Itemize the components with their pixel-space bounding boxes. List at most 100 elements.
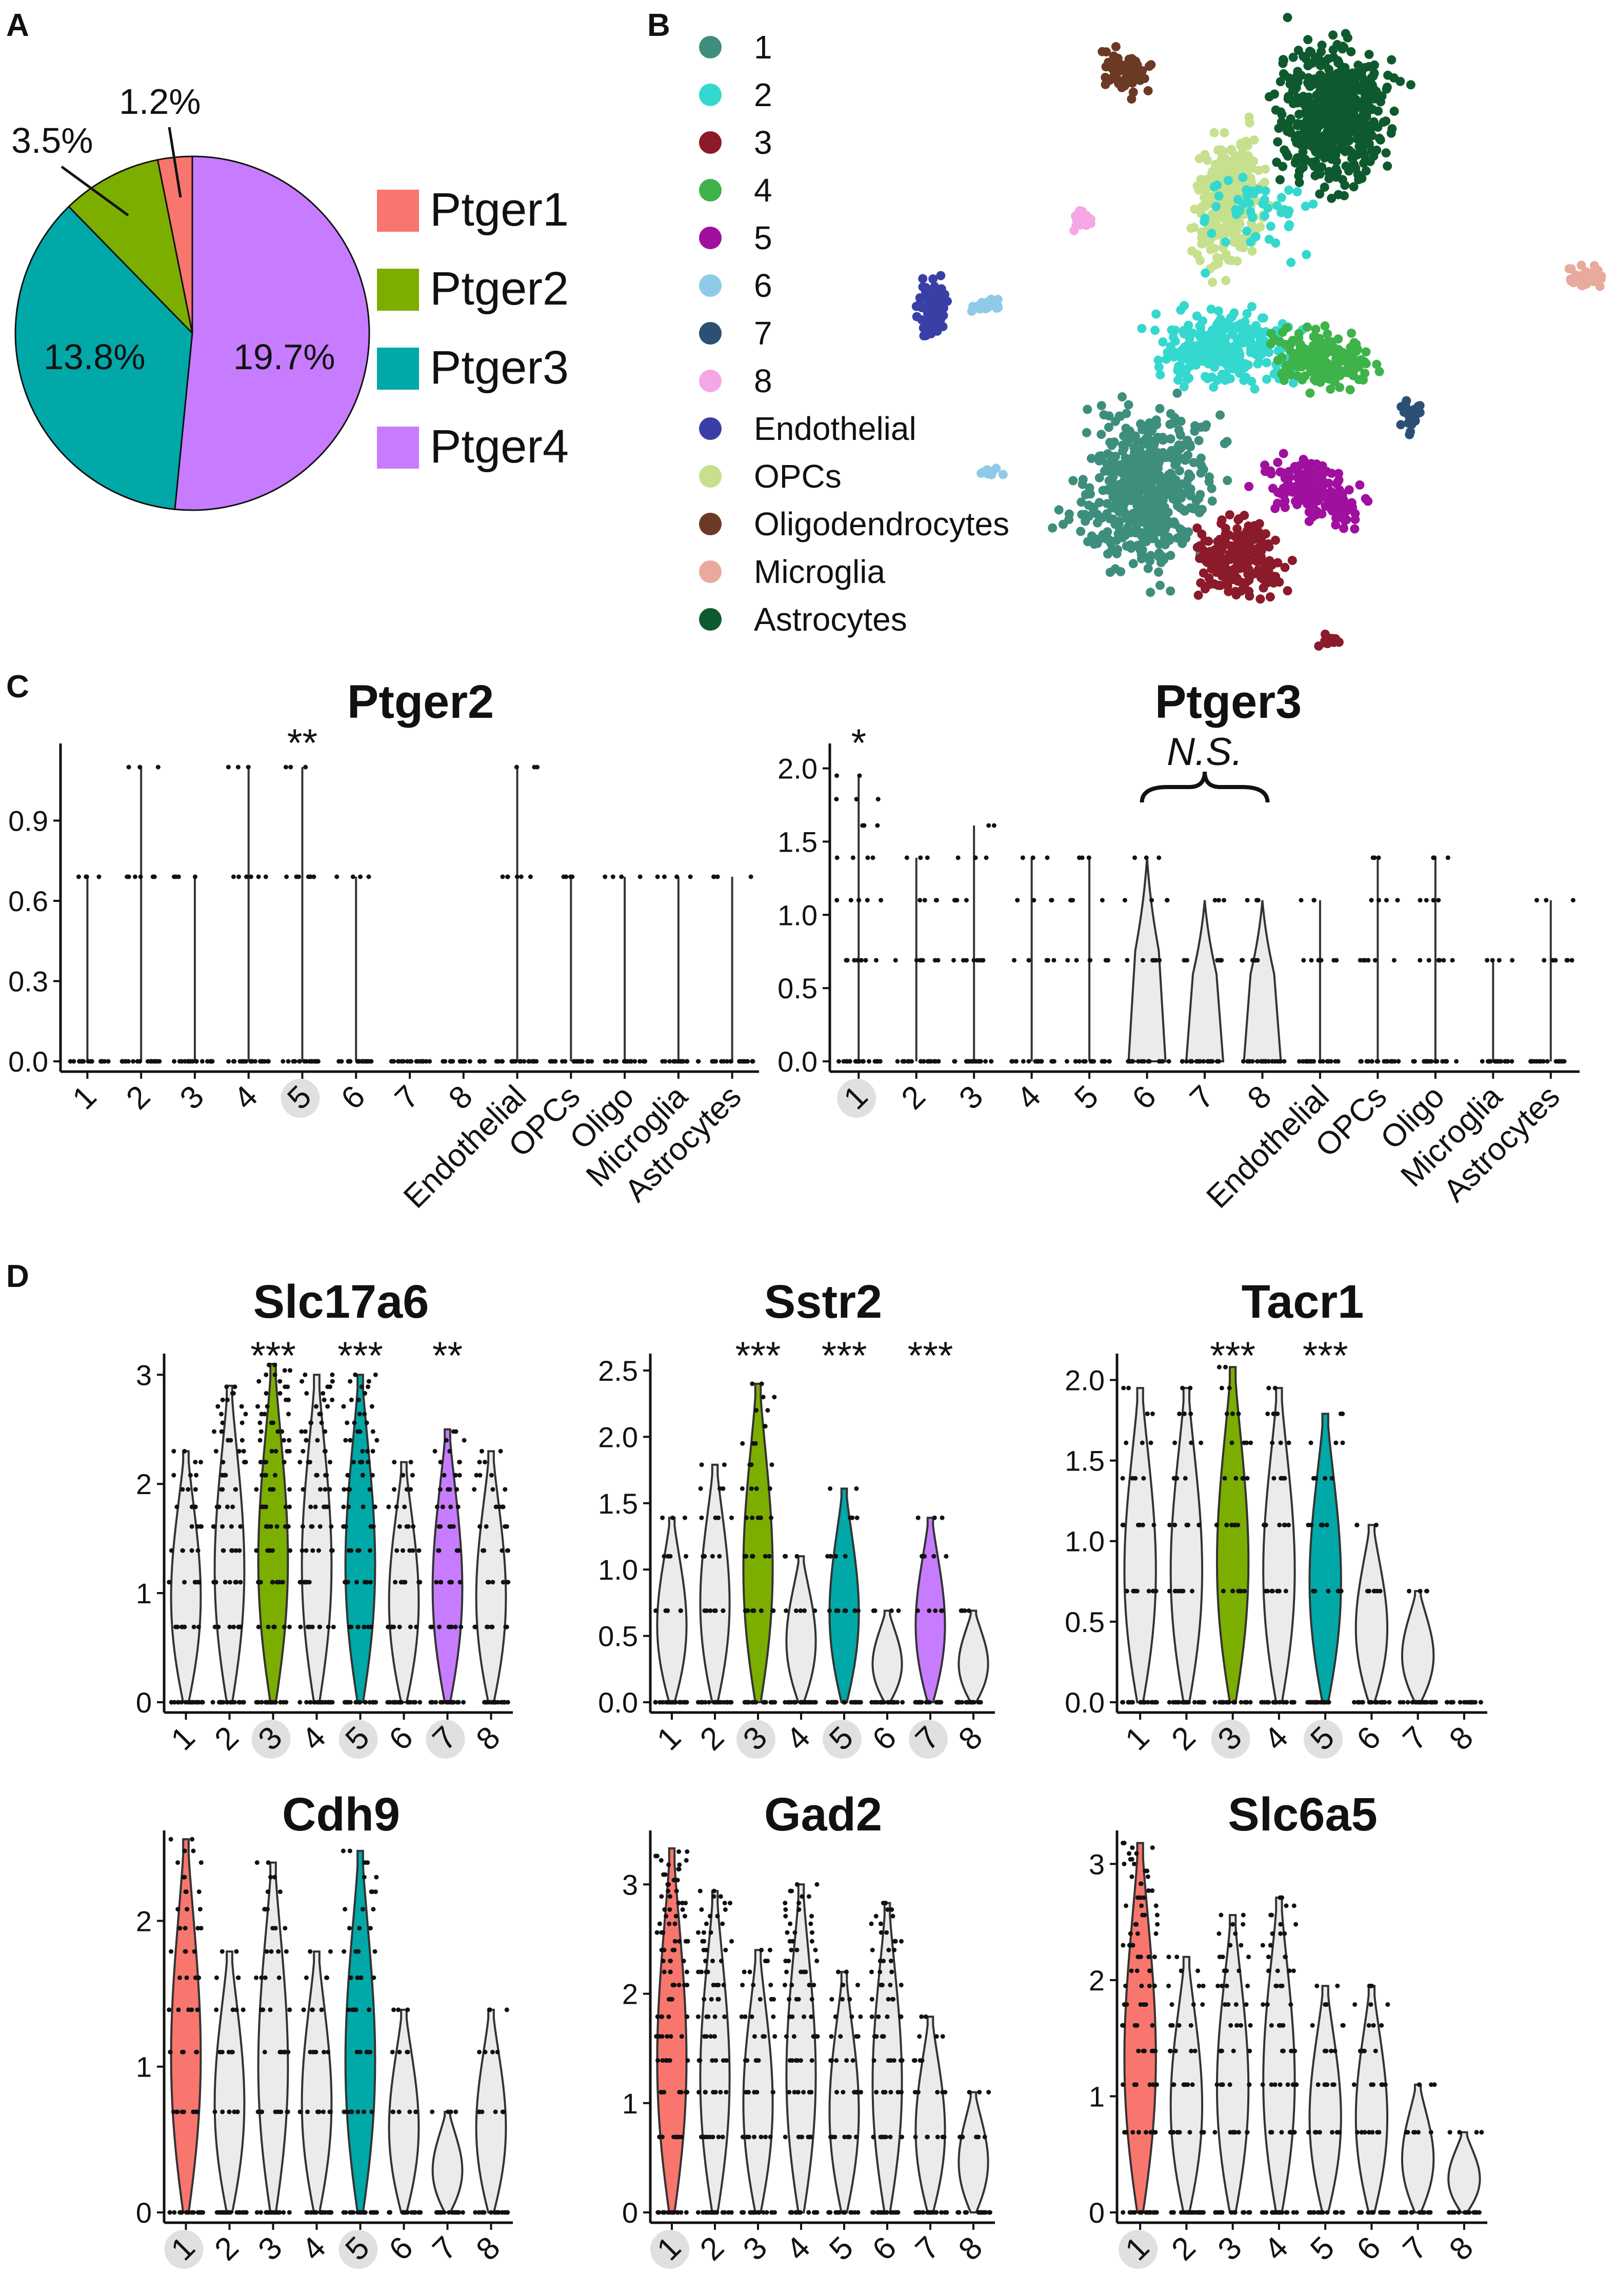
umap-point — [1133, 67, 1143, 77]
data-point — [256, 874, 261, 879]
data-point — [189, 1548, 194, 1553]
data-point — [1454, 1059, 1459, 1064]
data-point — [857, 773, 862, 778]
x-tick-label-2: 2 — [119, 1079, 157, 1116]
data-point — [255, 1404, 261, 1409]
umap-point — [1076, 497, 1086, 507]
umap-point — [1298, 147, 1308, 157]
data-point — [1509, 1059, 1514, 1064]
pie-slice-ptger3 — [14, 205, 193, 510]
plot-title: Ptger2 — [347, 676, 494, 728]
x-tick-label-8: 8 — [952, 1720, 989, 1757]
data-point — [522, 1059, 527, 1064]
umap-point — [1326, 505, 1336, 514]
data-point — [1141, 958, 1146, 963]
umap-point — [1254, 566, 1264, 576]
data-point — [721, 1608, 726, 1613]
y-tick-label: 0.6 — [8, 885, 48, 917]
data-point — [841, 1700, 846, 1705]
umap-point — [1195, 256, 1205, 266]
data-point — [1431, 855, 1436, 860]
umap-point — [1363, 107, 1372, 116]
data-point — [1214, 1522, 1219, 1527]
data-point — [374, 1438, 380, 1443]
umap-point — [1114, 493, 1124, 503]
data-point — [343, 1438, 348, 1443]
data-point — [1240, 1476, 1245, 1481]
significance-label: * — [851, 721, 866, 765]
umap-point — [1321, 367, 1330, 376]
data-point — [1100, 898, 1105, 903]
data-point — [175, 1907, 181, 1912]
data-point — [457, 1059, 463, 1064]
data-point — [1091, 1059, 1096, 1064]
data-point — [699, 1515, 704, 1520]
data-point — [297, 1580, 303, 1585]
data-point — [360, 1448, 365, 1454]
umap-point — [1279, 449, 1288, 458]
umap-point — [1338, 489, 1347, 498]
data-point — [234, 2007, 239, 2012]
umap-point — [1288, 378, 1298, 388]
data-point — [189, 1524, 194, 1529]
data-point — [721, 1486, 726, 1491]
data-point — [236, 874, 241, 879]
data-point — [192, 1580, 197, 1585]
data-point — [1167, 1588, 1172, 1594]
data-point — [688, 874, 693, 879]
data-point — [755, 1515, 761, 1520]
data-point — [939, 1608, 944, 1613]
data-point — [179, 1700, 184, 1705]
umap-plot — [911, 13, 1606, 651]
y-tick-label: 0.0 — [8, 1045, 48, 1078]
data-point — [458, 1624, 464, 1629]
umap-point — [1364, 50, 1374, 59]
violin-5 — [344, 1374, 376, 1703]
data-point — [918, 958, 923, 963]
umap-point — [1255, 222, 1265, 232]
data-point — [346, 2007, 351, 2012]
umap-point — [1182, 354, 1191, 364]
x-tick-label-4: 4 — [1010, 1079, 1048, 1116]
data-point — [301, 1487, 306, 1492]
umap-point — [1244, 112, 1254, 122]
data-point — [1172, 1522, 1178, 1527]
data-point — [1074, 958, 1079, 963]
data-point — [1105, 958, 1110, 963]
umap-point — [1048, 523, 1058, 533]
umap-point — [1127, 94, 1137, 104]
data-point — [489, 1473, 494, 1478]
data-point — [553, 1059, 558, 1064]
umap-point — [1350, 515, 1360, 525]
data-point — [1261, 1059, 1266, 1064]
umap-point — [1339, 523, 1349, 533]
data-point — [420, 1059, 425, 1064]
umap-point — [1103, 549, 1113, 559]
data-point — [1186, 1700, 1191, 1705]
umap-point — [1351, 114, 1361, 124]
umap-legend-label: OPCs — [754, 458, 842, 495]
umap-point — [1315, 360, 1325, 370]
umap-point — [1204, 472, 1214, 482]
data-point — [172, 1700, 177, 1705]
data-point — [1166, 1059, 1171, 1064]
data-point — [282, 1624, 287, 1629]
data-point — [869, 1700, 874, 1705]
data-point — [414, 1624, 419, 1629]
data-point — [1086, 855, 1091, 860]
umap-point — [1268, 484, 1278, 493]
umap-point — [1408, 412, 1418, 421]
data-point — [1189, 1440, 1194, 1445]
umap-point — [1142, 494, 1151, 504]
umap-point — [1246, 345, 1255, 354]
data-point — [386, 1504, 391, 1509]
data-point — [978, 1700, 983, 1705]
umap-point — [1350, 524, 1360, 534]
violin-7 — [1401, 1590, 1435, 1703]
data-point — [1038, 1059, 1043, 1064]
data-point — [395, 1059, 401, 1064]
data-point — [212, 1624, 217, 1629]
data-point — [1011, 958, 1016, 963]
data-point — [244, 874, 249, 879]
